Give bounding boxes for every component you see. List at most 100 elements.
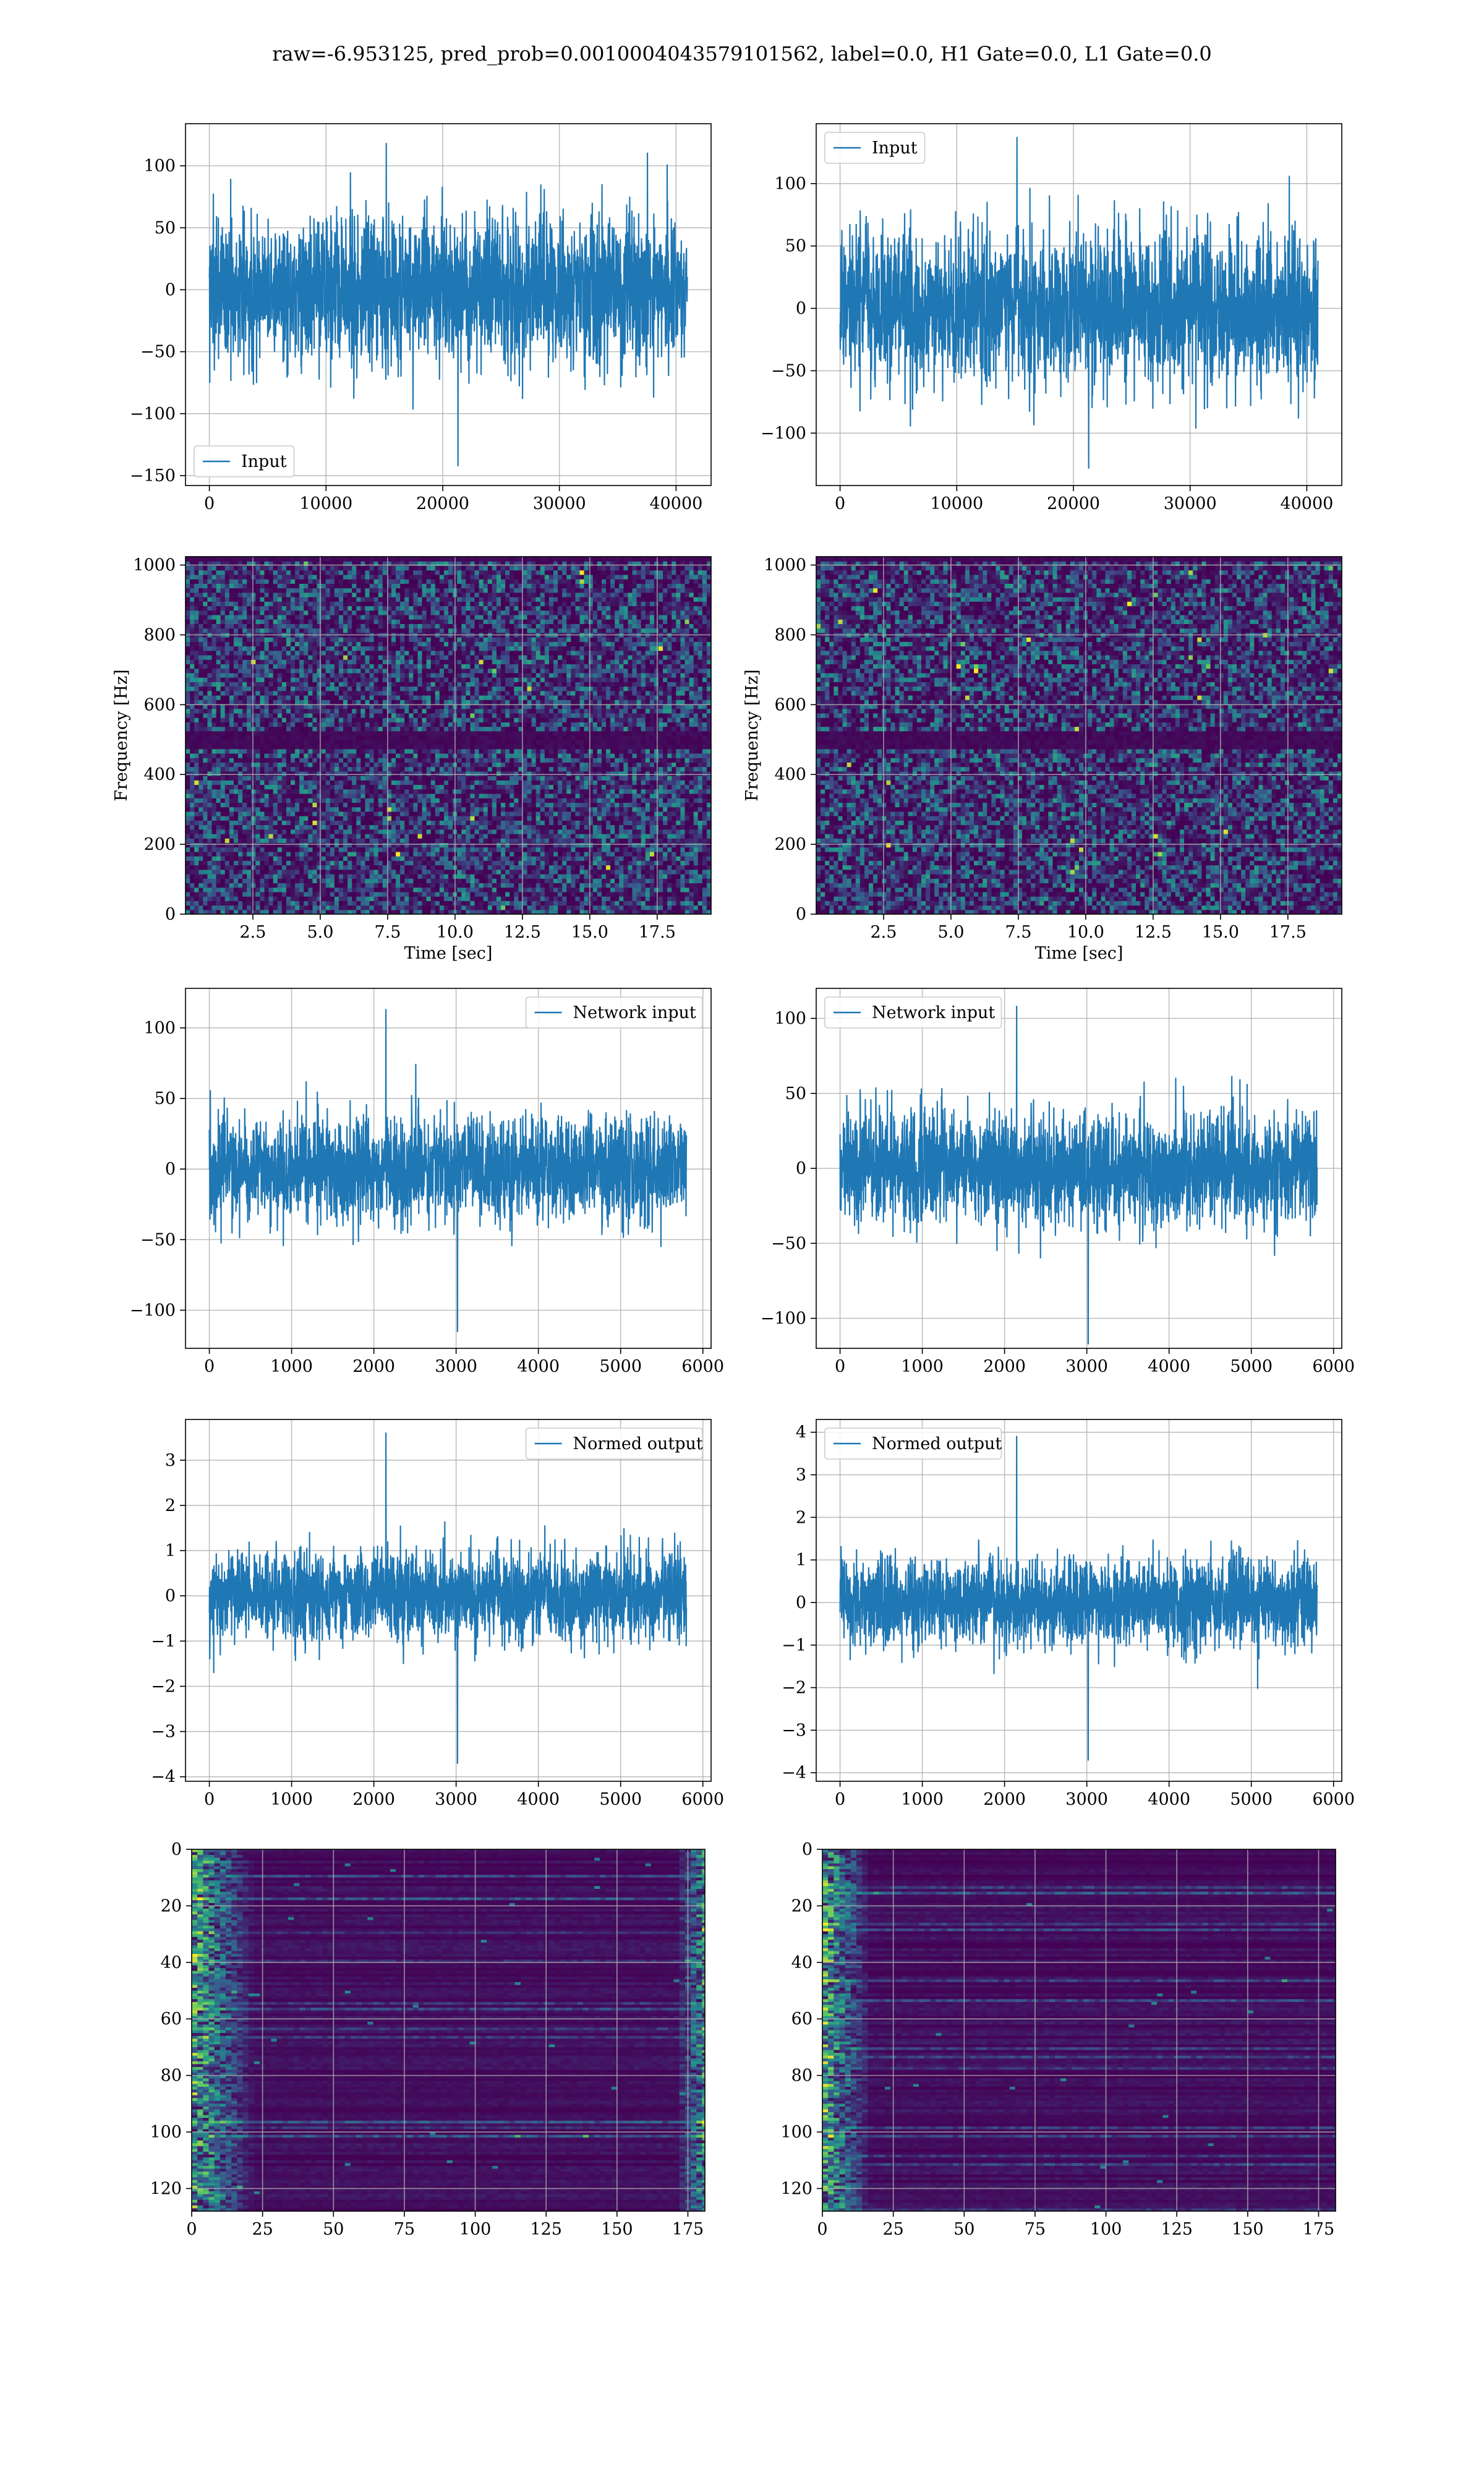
y-tick-label: 50 — [155, 218, 176, 238]
series-line — [839, 1006, 1318, 1345]
y-tick-label: −4 — [151, 1768, 176, 1787]
y-tick-label: 400 — [143, 765, 176, 784]
plot-frame — [816, 1419, 1342, 1782]
y-tick-label: 600 — [143, 695, 176, 714]
y-tick-label: 80 — [161, 2066, 182, 2086]
y-tick-label: −2 — [151, 1677, 176, 1696]
y-tick-label: −1 — [151, 1632, 176, 1651]
legend-label: Input — [241, 452, 287, 471]
legend-box — [824, 1427, 1002, 1460]
chart-row3-left: 0 1000 2000 3000 4000 5000 6000 −100 −50 0 50 100 Ne… — [130, 988, 724, 1376]
x-tick-label: 150 — [1232, 2220, 1264, 2239]
legend: Network input — [824, 996, 1002, 1029]
y-tick-label: −3 — [151, 1723, 176, 1742]
y-tick-label: −100 — [761, 424, 806, 443]
x-tick-label: 2.5 — [239, 923, 266, 942]
chart-row2-left: 2.5 5.0 7.5 10.0 12.5 15.0 17.5 0 200 400 600 800 10… — [112, 556, 712, 963]
x-tick-label: 50 — [953, 2220, 974, 2239]
y-tick-label: 2 — [796, 1508, 806, 1527]
series-line — [208, 1009, 688, 1332]
y-tick-label: 0 — [796, 1159, 806, 1178]
x-tick-label: 0 — [835, 1790, 845, 1809]
y-tick-label: 100 — [150, 2123, 182, 2142]
x-tick-label: 2000 — [983, 1790, 1026, 1809]
y-tick-label: 50 — [785, 237, 806, 256]
x-tick-label: 40000 — [649, 494, 702, 513]
x-tick-label: 2.5 — [870, 923, 897, 942]
chart-row1-left: 0 10000 20000 30000 40000 −150 −100 −50 0 50 100 In… — [130, 123, 712, 513]
y-tick-label: 120 — [150, 2179, 182, 2198]
y-tick-label: 200 — [774, 835, 806, 854]
y-tick-label: 0 — [165, 1586, 176, 1606]
x-tick-label: 4000 — [517, 1790, 560, 1809]
y-tick-label: −50 — [771, 361, 806, 380]
y-tick-label: 40 — [161, 1953, 182, 1972]
y-tick-label: −50 — [140, 343, 176, 362]
y-tick-label: 120 — [780, 2179, 812, 2198]
x-tick-label: 75 — [394, 2220, 415, 2239]
legend-box — [194, 445, 295, 477]
legend: Input — [194, 445, 295, 477]
y-tick-label: 100 — [780, 2123, 812, 2142]
y-tick-label: 0 — [796, 905, 806, 924]
legend: Input — [824, 132, 926, 164]
legend-label: Normed output — [573, 1434, 703, 1453]
heatmap-cells — [816, 557, 1342, 914]
x-tick-label: 0 — [186, 2220, 197, 2239]
heatmap-cells — [822, 1849, 1336, 2211]
y-tick-label: 600 — [774, 695, 806, 714]
x-tick-label: 40000 — [1280, 494, 1333, 513]
x-tick-label: 10.0 — [1067, 923, 1104, 942]
figure-title: raw=-6.953125, pred_prob=0.0010004043579… — [0, 42, 1484, 66]
x-tick-label: 6000 — [1312, 1790, 1355, 1809]
x-tick-label: 12.5 — [1135, 923, 1172, 942]
x-tick-label: 17.5 — [1269, 923, 1307, 942]
x-tick-label: 5.0 — [937, 923, 964, 942]
plot-frame — [185, 123, 712, 486]
y-tick-label: 50 — [785, 1084, 806, 1103]
y-tick-label: 0 — [165, 905, 176, 924]
chart-row1-right: 0 10000 20000 30000 40000 −100 −50 0 50 100 Input — [761, 123, 1342, 513]
x-tick-label: 0 — [204, 1357, 215, 1376]
y-tick-label: 1 — [796, 1551, 806, 1570]
series-line — [839, 137, 1319, 469]
x-tick-label: 5000 — [599, 1790, 642, 1809]
x-tick-label: 4000 — [517, 1357, 560, 1376]
legend: Normed output — [525, 1427, 703, 1460]
x-tick-label: 1000 — [901, 1790, 944, 1809]
plot-frame — [185, 556, 712, 915]
y-tick-label: 400 — [774, 765, 806, 784]
y-tick-label: 0 — [802, 1840, 812, 1859]
legend-label: Network input — [872, 1003, 995, 1022]
x-tick-label: 1000 — [270, 1790, 313, 1809]
y-axis-label: Frequency [Hz] — [112, 669, 131, 801]
x-tick-label: 0 — [835, 1357, 845, 1376]
series-line — [839, 1436, 1318, 1761]
chart-row3-right: 0 1000 2000 3000 4000 5000 6000 −100 −50 0 50 100 Ne… — [761, 988, 1355, 1376]
x-tick-label: 1000 — [901, 1357, 944, 1376]
x-tick-label: 125 — [530, 2220, 562, 2239]
x-tick-label: 0 — [835, 494, 845, 513]
y-tick-label: 60 — [161, 2010, 182, 2029]
x-tick-label: 75 — [1025, 2220, 1046, 2239]
legend-box — [525, 1427, 703, 1460]
y-tick-label: −50 — [771, 1234, 806, 1253]
y-tick-label: −100 — [761, 1309, 806, 1329]
y-tick-label: 1 — [165, 1541, 176, 1560]
y-tick-label: 0 — [796, 299, 806, 319]
x-tick-label: 10.0 — [437, 923, 474, 942]
x-tick-label: 5000 — [1230, 1790, 1273, 1809]
x-tick-label: 10000 — [299, 494, 352, 513]
x-tick-label: 2000 — [352, 1790, 395, 1809]
heatmap-cells — [186, 557, 711, 914]
x-tick-label: 3000 — [435, 1790, 477, 1809]
y-tick-label: 40 — [791, 1953, 812, 1972]
x-tick-label: 100 — [1090, 2220, 1122, 2239]
x-tick-label: 15.0 — [1202, 923, 1239, 942]
x-tick-label: 5000 — [1230, 1357, 1273, 1376]
plot-frame — [191, 1849, 706, 2212]
x-tick-label: 6000 — [681, 1357, 724, 1376]
y-tick-label: 20 — [791, 1896, 812, 1915]
y-tick-label: 60 — [791, 2010, 812, 2029]
